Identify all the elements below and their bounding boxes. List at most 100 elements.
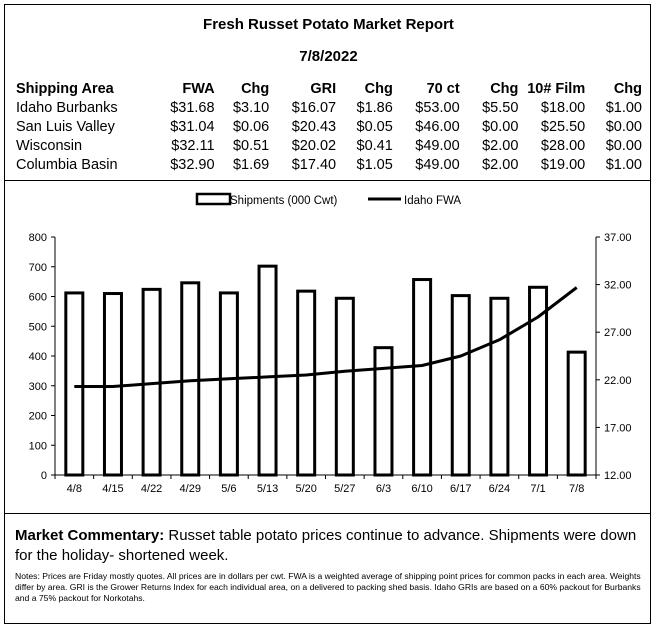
left-y-tick-label: 700 <box>29 262 47 274</box>
table-cell: $20.02 <box>291 138 337 154</box>
idaho-fwa-line <box>74 286 578 388</box>
table-cell: $17.40 <box>291 157 337 173</box>
table-header-cell: 70 ct <box>426 81 460 97</box>
table-header-cell: 10# Film <box>527 81 586 97</box>
table-cell: $0.06 <box>232 119 270 135</box>
table-cell: $0.05 <box>356 119 393 135</box>
table-cell: $1.05 <box>356 157 393 173</box>
table-row: Idaho Burbanks $31.68 $3.10 $16.07 $1.86 $53.… <box>14 99 644 118</box>
table-cell: $49.00 <box>415 157 460 173</box>
table-header-cell: Chg <box>241 81 270 97</box>
shipment-bar <box>218 291 239 477</box>
shipment-bar <box>566 350 587 477</box>
legend-shipments-label: Shipments (000 Cwt) <box>230 195 338 207</box>
right-y-tick-label: 17.00 <box>604 422 632 434</box>
shipment-bar <box>489 296 510 477</box>
x-tick-label: 4/15 <box>102 483 123 495</box>
shipment-bar <box>180 281 201 477</box>
table-header-cell: GRI <box>310 81 337 97</box>
commentary-label: Market Commentary: <box>15 527 165 544</box>
right-y-tick-label: 37.00 <box>604 232 632 244</box>
left-y-tick-label: 400 <box>29 351 47 363</box>
table-cell: Wisconsin <box>16 138 83 154</box>
table-cell: $1.86 <box>356 100 393 116</box>
x-tick-label: 6/24 <box>489 483 510 495</box>
shipment-bar <box>528 285 549 477</box>
table-cell: $1.69 <box>232 157 270 173</box>
right-y-tick-label: 32.00 <box>604 280 632 292</box>
table-cell: $0.00 <box>482 119 519 135</box>
x-tick-label: 6/3 <box>376 483 391 495</box>
chart-container: 0 100 200 300 400 500 600 700 800 12.00 17.00 22.00… <box>4 180 651 514</box>
left-y-tick-label: 800 <box>29 232 47 244</box>
table-header-row: Shipping Area FWA Chg GRI Chg 70 ct Chg 10# Fil… <box>14 80 644 99</box>
table-cell: $31.04 <box>170 119 215 135</box>
left-y-tick-label: 200 <box>29 411 47 423</box>
x-tick-label: 5/27 <box>334 483 355 495</box>
left-y-tick-label: 600 <box>29 292 47 304</box>
table-cell: $1.00 <box>605 157 642 173</box>
table-cell: $0.00 <box>605 138 642 154</box>
report-frame <box>4 4 651 624</box>
x-tick-label: 4/29 <box>180 483 201 495</box>
left-y-tick-label: 100 <box>29 440 47 452</box>
x-tick-label: 7/8 <box>569 483 584 495</box>
x-tick-label: 6/10 <box>411 483 432 495</box>
table-cell: $19.00 <box>540 157 586 173</box>
shipment-bar <box>296 289 317 477</box>
table-cell: $32.90 <box>170 157 215 173</box>
left-y-tick-label: 500 <box>29 321 47 333</box>
table-cell: $28.00 <box>540 138 586 154</box>
shipment-bar <box>412 278 433 477</box>
right-y-tick-label: 27.00 <box>604 327 632 339</box>
table-cell: $20.43 <box>291 119 337 135</box>
report-date: 7/8/2022 <box>299 48 358 65</box>
table-cell: San Luis Valley <box>16 119 115 135</box>
left-y-tick-label: 0 <box>41 470 47 482</box>
shipment-bar <box>334 296 355 477</box>
table-cell: $46.00 <box>415 119 460 135</box>
table-header-cell: Chg <box>364 81 393 97</box>
table-cell: $25.50 <box>540 119 586 135</box>
x-tick-label: 5/13 <box>257 483 278 495</box>
table-cell: $16.07 <box>291 100 337 116</box>
table-header-cell: FWA <box>182 81 215 97</box>
table-cell: $31.68 <box>170 100 215 116</box>
shipment-bar <box>450 294 471 477</box>
table-cell: $0.00 <box>605 119 642 135</box>
x-tick-label: 4/22 <box>141 483 162 495</box>
x-tick-label: 5/20 <box>295 483 316 495</box>
table-cell: $18.00 <box>540 100 586 116</box>
table-cell: $2.00 <box>482 157 519 173</box>
x-tick-label: 4/8 <box>67 483 82 495</box>
right-y-tick-label: 12.00 <box>604 470 632 482</box>
market-commentary: Market Commentary: Russet table potato p… <box>15 526 645 566</box>
table-cell: $49.00 <box>415 138 460 154</box>
left-y-tick-label: 300 <box>29 381 47 393</box>
legend-bar-swatch <box>195 192 232 206</box>
commentary-text: Russet table potato prices continue to a… <box>15 527 637 564</box>
price-table: Shipping Area FWA Chg GRI Chg 70 ct Chg 10# Fil… <box>14 80 644 175</box>
table-header-cell: Chg <box>490 81 519 97</box>
shipment-bar <box>257 264 278 477</box>
report-notes: Notes: Prices are Friday mostly quotes. … <box>15 571 641 603</box>
table-cell: $32.11 <box>171 138 215 154</box>
x-tick-label: 7/1 <box>530 483 545 495</box>
table-row: Wisconsin $32.11 $0.51 $20.02 $0.41 $49.00 $2.… <box>14 137 644 156</box>
shipments-fwa-chart: 0 100 200 300 400 500 600 700 800 12.00 17.00 22.00… <box>29 192 632 495</box>
shipment-bar <box>373 346 394 477</box>
x-tick-label: 6/17 <box>450 483 471 495</box>
x-tick-label: 5/6 <box>221 483 236 495</box>
table-header-cell: Chg <box>613 81 642 97</box>
legend-fwa-label: Idaho FWA <box>404 195 461 207</box>
table-cell: $5.50 <box>482 100 519 116</box>
table-cell: $53.00 <box>415 100 460 116</box>
table-cell: $0.41 <box>356 138 393 154</box>
table-row: Columbia Basin $32.90 $1.69 $17.40 $1.05 $49.… <box>14 156 644 175</box>
shipment-bar <box>102 292 123 477</box>
table-cell: $0.51 <box>232 138 270 154</box>
report-title: Fresh Russet Potato Market Report <box>203 16 454 33</box>
shipment-bar <box>64 291 85 477</box>
right-y-tick-label: 22.00 <box>604 375 632 387</box>
table-row: San Luis Valley $31.04 $0.06 $20.43 $0.05 $46… <box>14 118 644 137</box>
